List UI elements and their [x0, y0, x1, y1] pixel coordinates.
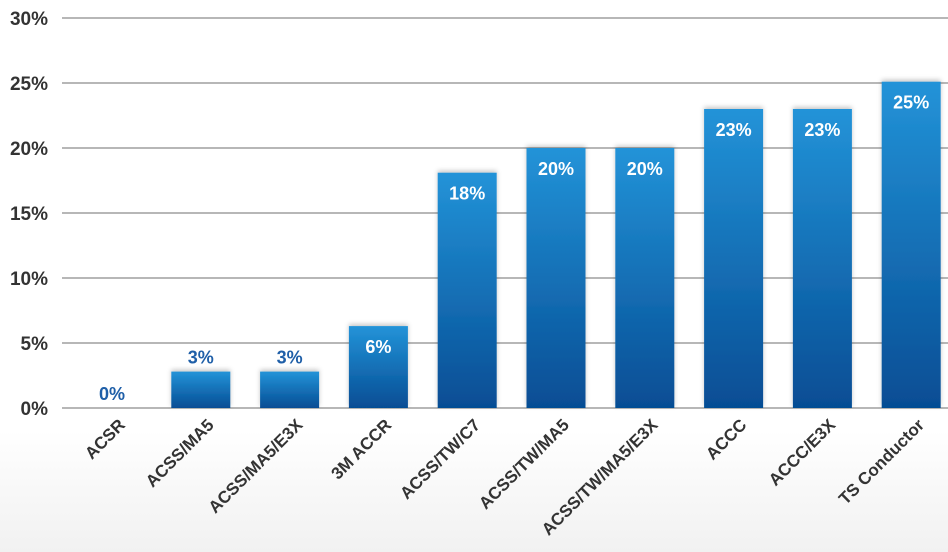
- bar: [881, 81, 941, 408]
- bar: [526, 148, 586, 408]
- bar: [437, 172, 497, 408]
- data-label: 3%: [188, 348, 214, 368]
- y-tick-label: 15%: [10, 204, 48, 225]
- x-category-label: 3M ACCR: [327, 415, 395, 483]
- bar: [171, 371, 231, 408]
- x-category-label: ACCC/E3X: [765, 415, 840, 490]
- gridlines: [62, 17, 948, 409]
- y-axis-tick-labels: 0% 5% 10% 15% 20% 25% 30%: [10, 9, 48, 420]
- x-category-label: ACSS/MA5/E3X: [205, 415, 307, 517]
- y-tick-label: 5%: [21, 334, 49, 355]
- x-category-label: ACSS/TW/MA5: [475, 415, 573, 513]
- x-category-label: ACSS/TW/C7: [396, 415, 484, 503]
- bar: [615, 148, 675, 408]
- data-label: 0%: [99, 384, 125, 404]
- data-label: 20%: [538, 159, 574, 179]
- data-label: 6%: [365, 337, 391, 357]
- bar: [260, 371, 320, 408]
- y-tick-label: 0%: [21, 399, 49, 420]
- y-tick-label: 20%: [10, 139, 48, 160]
- x-category-label: ACSR: [81, 415, 128, 462]
- data-label: 20%: [627, 159, 663, 179]
- bar: [348, 326, 408, 408]
- data-label: 23%: [716, 120, 752, 140]
- bar: [704, 109, 764, 408]
- x-category-label: ACSS/MA5: [142, 415, 218, 491]
- data-label: 23%: [804, 120, 840, 140]
- y-tick-label: 25%: [10, 74, 48, 95]
- data-label: 25%: [893, 93, 929, 113]
- data-labels: 0% 3% 3% 6% 18% 20% 20% 23% 23% 25%: [99, 93, 929, 404]
- bar: [792, 109, 852, 408]
- x-category-label: ACCC: [702, 415, 750, 463]
- y-tick-label: 30%: [10, 9, 48, 30]
- bars: [171, 81, 941, 408]
- x-category-label: TS Conductor: [835, 415, 928, 508]
- data-label: 3%: [277, 348, 303, 368]
- y-tick-label: 10%: [10, 269, 48, 290]
- data-label: 18%: [449, 184, 485, 204]
